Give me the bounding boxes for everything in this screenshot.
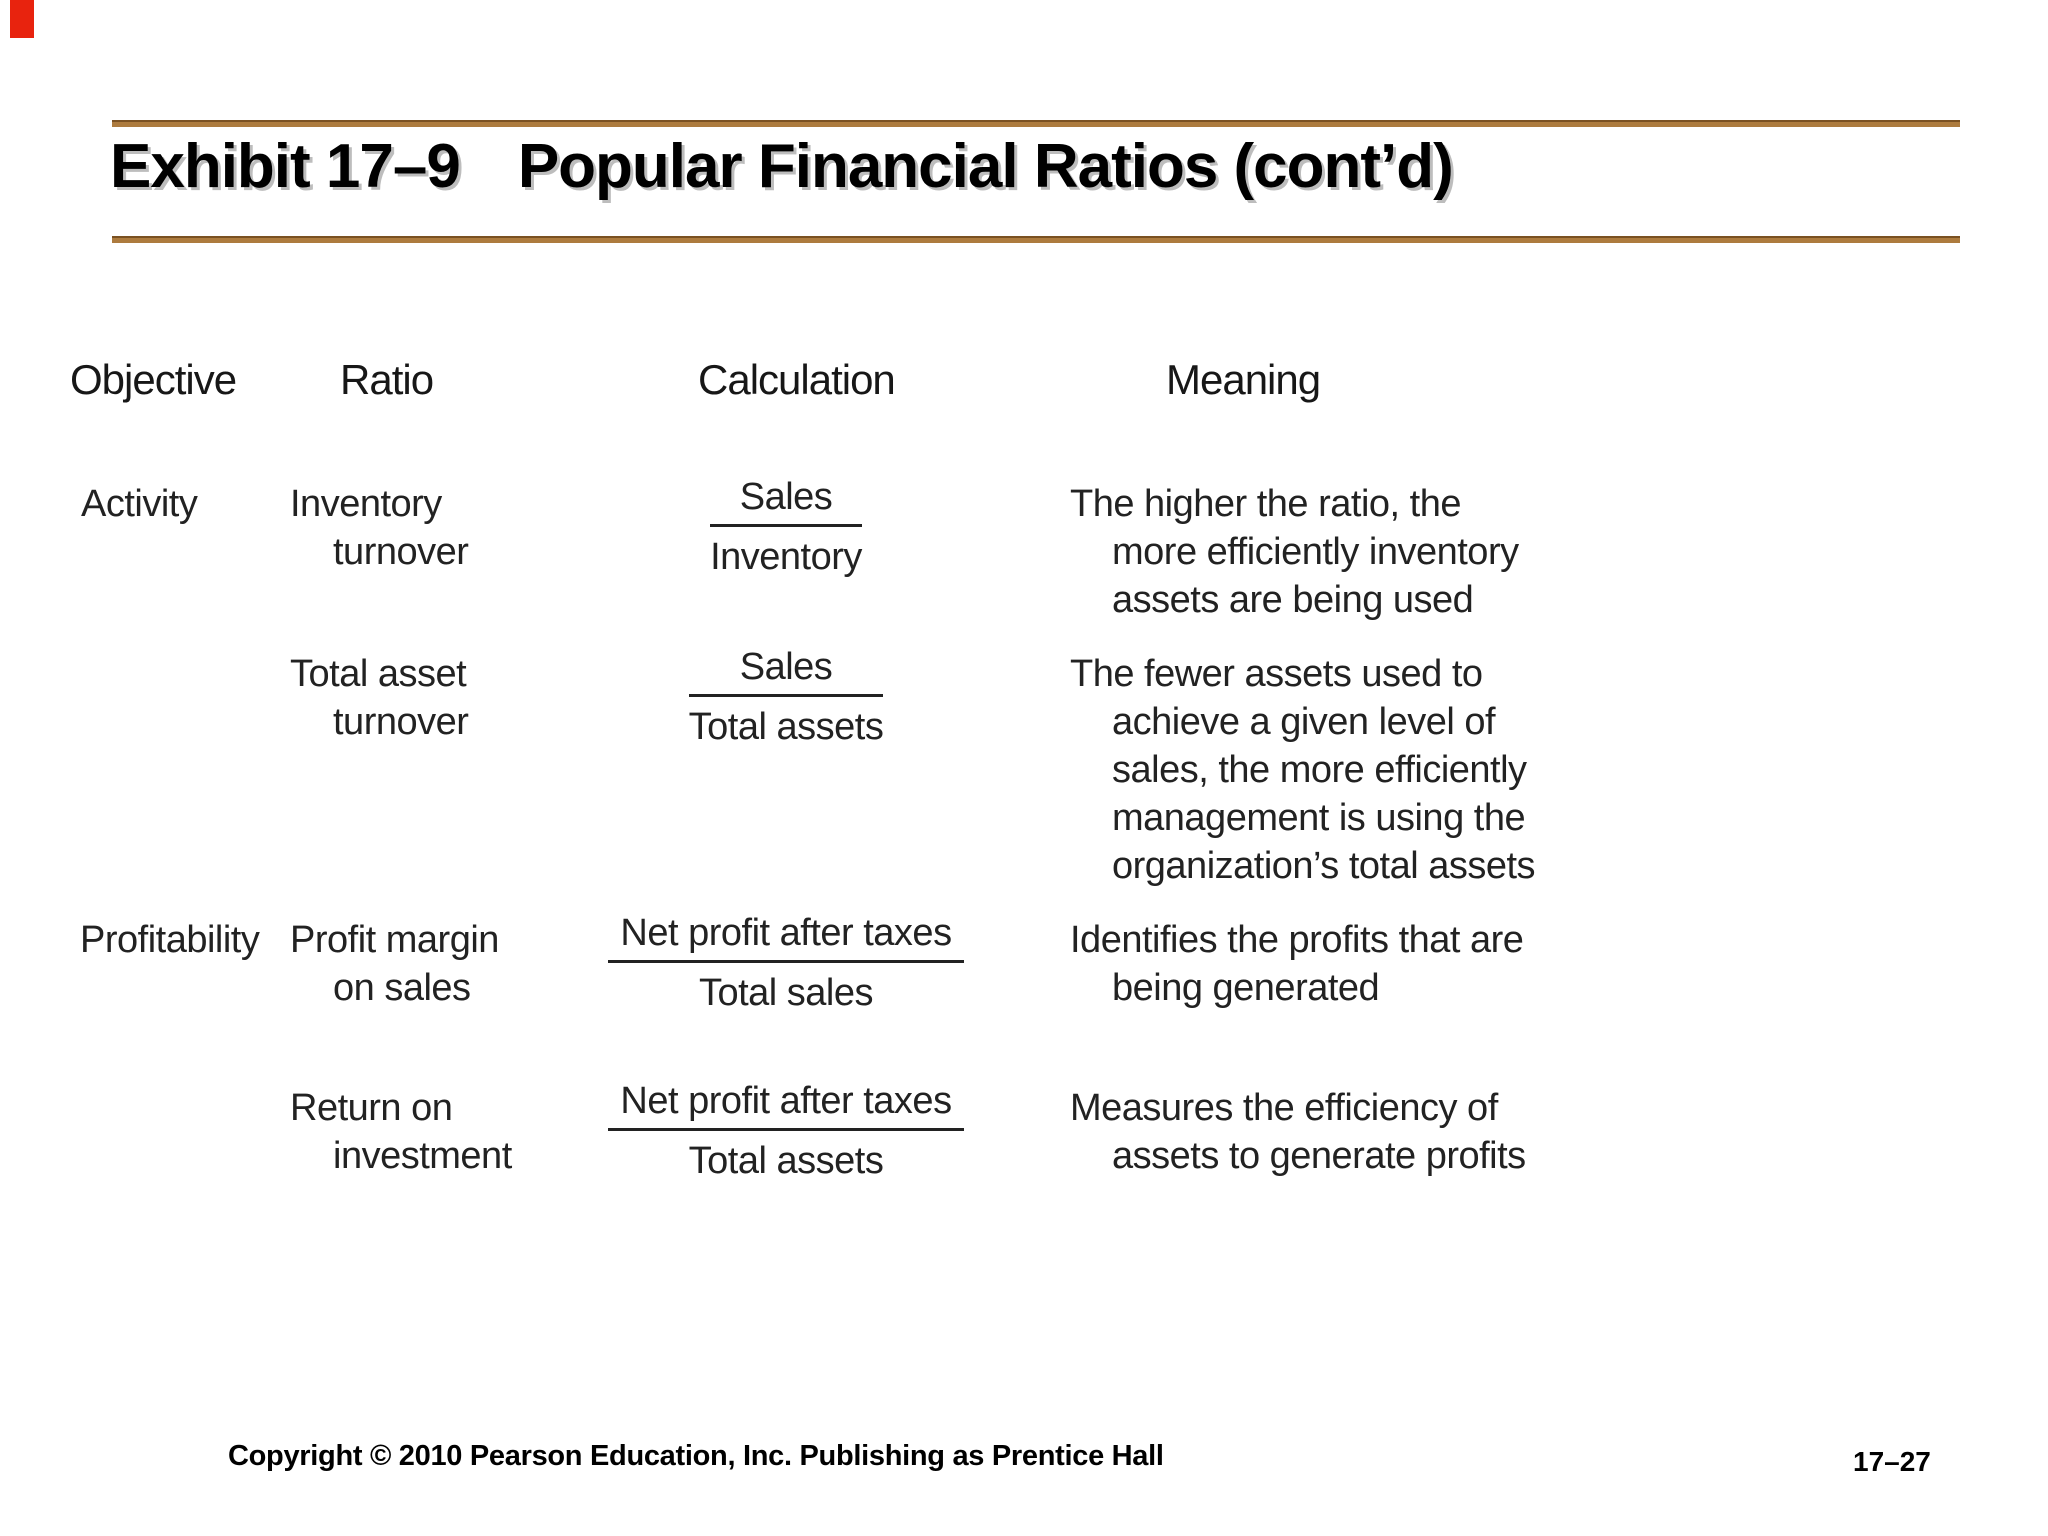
meaning-line: The fewer assets used to [1070,653,1483,695]
meaning-line: Identifies the profits that are [1070,919,1524,961]
fraction-numerator: Sales [710,474,862,527]
meaning-line: The higher the ratio, the [1070,483,1461,525]
page-number: 17–27 [1853,1446,1931,1477]
cell-meaning: Measures the efficiency of assets to gen… [1070,1084,1526,1180]
fraction-denominator: Total assets [688,1140,884,1182]
meaning-line: assets are being used [1112,579,1474,621]
fraction-denominator: Total assets [688,706,884,748]
column-header-ratio: Ratio [340,356,434,403]
fraction: Net profit after taxes Total sales [608,910,964,1016]
meaning-line: assets to generate profits [1112,1135,1526,1177]
meaning-line: Measures the efficiency of [1070,1087,1498,1129]
column-header-objective: Objective [70,356,237,403]
fraction-numerator: Net profit after taxes [608,910,964,963]
ratio-line: turnover [333,701,469,743]
cell-ratio: Inventory turnover [290,480,469,576]
fraction: Net profit after taxes Total assets [608,1078,964,1184]
meaning-line: organization’s total assets [1112,845,1536,887]
slide-title-text: Popular Financial Ratios (cont’d) [517,132,1454,201]
slide-title: Exhibit 17–9 Popular Financial Ratios (co… [110,112,2010,222]
cell-calculation: Sales Total assets [608,644,964,751]
title-rule-top [112,120,1960,127]
cell-objective: Activity [81,483,198,525]
cell-objective: Profitability [80,919,260,961]
column-header-calculation: Calculation [698,356,896,403]
ratio-line: investment [333,1135,512,1177]
ratio-line: Profit margin [290,919,499,961]
slide-title-exhibit-number: Exhibit 17–9 [110,132,461,201]
cell-calculation: Sales Inventory [608,474,964,581]
fraction-denominator: Total sales [698,972,874,1014]
ratio-line: on sales [333,967,471,1009]
title-rule-bottom [112,236,1960,243]
cell-calculation: Net profit after taxes Total assets [608,1078,964,1185]
meaning-line: management is using the [1112,797,1526,839]
fraction-numerator: Sales [688,644,884,697]
fraction-numerator: Net profit after taxes [608,1078,964,1131]
cell-ratio: Profit margin on sales [290,916,499,1012]
ratio-line: turnover [333,531,469,573]
cell-meaning: The higher the ratio, the more efficient… [1070,480,1519,624]
ratio-line: Return on [290,1087,453,1129]
meaning-line: sales, the more efficiently [1112,749,1527,791]
cell-meaning: The fewer assets used to achieve a given… [1070,650,1536,890]
meaning-line: achieve a given level of [1112,701,1496,743]
fraction-denominator: Inventory [710,536,862,578]
column-header-meaning: Meaning [1166,356,1321,403]
fraction: Sales Total assets [688,644,884,750]
ratio-line: Total asset [290,653,467,695]
footer-copyright: Copyright © 2010 Pearson Education, Inc.… [228,1440,1164,1472]
ratio-line: Inventory [290,483,442,525]
cell-calculation: Net profit after taxes Total sales [608,910,964,1017]
meaning-line: more efficiently inventory [1112,531,1519,573]
fraction: Sales Inventory [710,474,862,580]
cell-meaning: Identifies the profits that are being ge… [1070,916,1524,1012]
cell-ratio: Return on investment [290,1084,512,1180]
red-marker [10,0,34,38]
meaning-line: being generated [1112,967,1380,1009]
cell-ratio: Total asset turnover [290,650,469,746]
